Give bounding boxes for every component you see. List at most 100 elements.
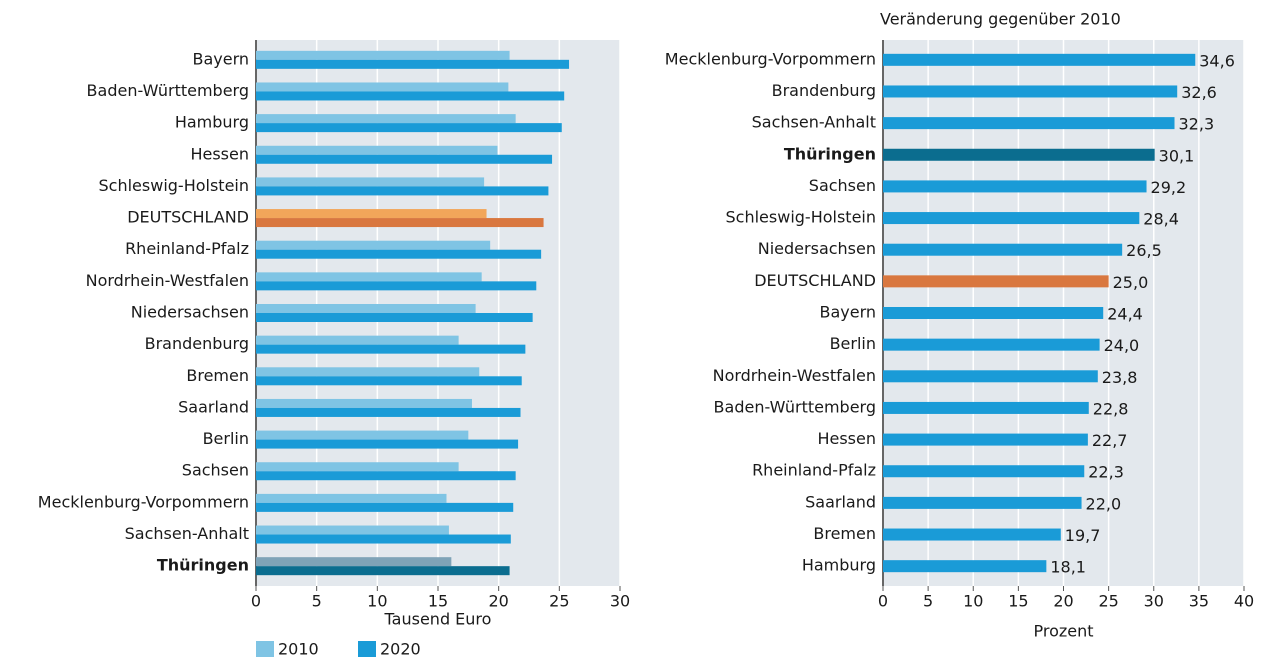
bar	[883, 401, 1089, 414]
data-label: 28,4	[1143, 210, 1179, 229]
bar	[256, 566, 510, 576]
y-tick-label: Schleswig-Holstein	[726, 208, 876, 227]
bar	[256, 209, 487, 219]
y-tick-label: Hessen	[190, 144, 249, 163]
bar	[256, 123, 562, 133]
bar	[883, 275, 1109, 288]
bar	[256, 502, 514, 512]
y-tick-label: Nordrhein-Westfalen	[86, 271, 249, 290]
x-tick-label: 10	[367, 592, 387, 611]
y-tick-label: Mecklenburg-Vorpommern	[38, 492, 249, 511]
y-tick-label: Saarland	[805, 492, 876, 511]
bar	[883, 212, 1140, 225]
x-axis-label: Prozent	[1033, 622, 1093, 641]
bar	[883, 148, 1155, 161]
y-tick-label: Berlin	[830, 334, 876, 353]
y-tick-label: Rheinland-Pfalz	[125, 239, 249, 258]
x-tick-label: 5	[923, 592, 933, 611]
y-tick-label: Schleswig-Holstein	[99, 176, 249, 195]
data-label: 19,7	[1065, 526, 1101, 545]
bar	[256, 398, 472, 408]
y-tick-label: DEUTSCHLAND	[127, 208, 249, 227]
bar	[256, 430, 469, 440]
bar	[256, 439, 519, 449]
data-label: 24,4	[1107, 305, 1143, 324]
bar	[256, 82, 509, 92]
bar	[256, 240, 491, 250]
bar	[883, 433, 1088, 446]
y-tick-label: Niedersachsen	[131, 303, 249, 322]
y-tick-label: Thüringen	[784, 144, 876, 163]
x-tick-label: 40	[1234, 592, 1254, 611]
y-tick-label: Bayern	[192, 49, 249, 68]
y-tick-label: Sachsen	[182, 461, 249, 480]
data-label: 24,0	[1104, 336, 1140, 355]
data-label: 22,3	[1088, 463, 1124, 482]
bar	[256, 462, 459, 472]
data-label: 26,5	[1126, 241, 1162, 260]
y-tick-label: Bremen	[186, 366, 249, 385]
y-tick-label: Hamburg	[175, 113, 249, 132]
y-tick-label: Rheinland-Pfalz	[752, 461, 876, 480]
data-label: 18,1	[1050, 558, 1086, 577]
x-tick-label: 25	[1098, 592, 1118, 611]
x-tick-label: 15	[1008, 592, 1028, 611]
bar	[256, 249, 542, 259]
bar	[256, 304, 476, 313]
legend-swatch	[256, 641, 274, 657]
y-tick-label: Sachsen-Anhalt	[125, 524, 249, 543]
y-tick-label: Brandenburg	[772, 81, 876, 100]
bar	[256, 557, 452, 567]
legend-label: 2010	[278, 640, 319, 659]
bar	[256, 534, 511, 544]
bar	[883, 243, 1123, 256]
bar	[883, 117, 1175, 130]
bar	[256, 471, 516, 481]
bar	[883, 53, 1196, 66]
bar	[883, 338, 1100, 351]
bar	[256, 525, 449, 535]
bar	[256, 145, 498, 155]
bar	[883, 465, 1085, 478]
legend-label: 2020	[380, 640, 421, 659]
bar	[883, 528, 1061, 541]
x-tick-label: 0	[251, 592, 261, 611]
bar	[256, 344, 526, 354]
bar	[256, 218, 544, 228]
y-tick-label: Baden-Württemberg	[87, 81, 249, 100]
data-label: 22,7	[1092, 431, 1128, 450]
bar	[883, 560, 1047, 573]
data-label: 34,6	[1199, 51, 1235, 70]
legend-swatch	[358, 641, 376, 657]
data-label: 30,1	[1159, 146, 1195, 165]
bar	[256, 91, 565, 101]
chart-title: Veränderung gegenüber 2010	[880, 10, 1121, 29]
x-tick-label: 5	[312, 592, 322, 611]
bar	[883, 307, 1104, 319]
x-tick-label: 10	[963, 592, 983, 611]
y-tick-label: Thüringen	[157, 556, 249, 575]
data-label: 32,3	[1179, 115, 1215, 134]
x-tick-label: 30	[1144, 592, 1164, 611]
bar	[256, 313, 533, 322]
y-tick-label: Nordrhein-Westfalen	[713, 366, 876, 385]
data-label: 22,8	[1093, 399, 1129, 418]
y-tick-label: Mecklenburg-Vorpommern	[665, 49, 876, 68]
bar	[256, 367, 480, 377]
x-tick-label: 35	[1189, 592, 1209, 611]
x-tick-label: 30	[610, 592, 630, 611]
bar	[256, 177, 485, 187]
data-label: 23,8	[1102, 368, 1138, 387]
data-label: 22,0	[1086, 494, 1122, 513]
x-tick-label: 20	[1053, 592, 1073, 611]
bar	[256, 114, 516, 124]
bar	[883, 85, 1178, 98]
x-tick-label: 0	[878, 592, 888, 611]
y-tick-label: Niedersachsen	[758, 239, 876, 258]
x-tick-label: 20	[488, 592, 508, 611]
bar	[256, 154, 553, 164]
bar	[883, 180, 1147, 193]
y-tick-label: Hamburg	[802, 556, 876, 575]
y-tick-label: Baden-Württemberg	[714, 397, 876, 416]
